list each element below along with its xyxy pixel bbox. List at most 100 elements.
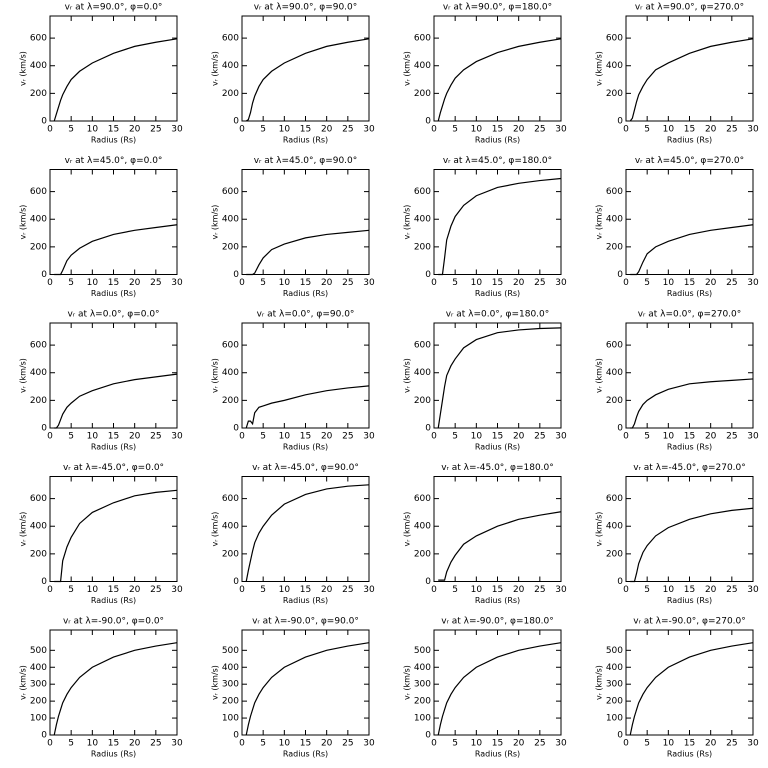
chart-title: vᵣ at λ=-90.0°, φ=180.0° <box>441 617 554 627</box>
x-tick-label: 0 <box>47 432 53 442</box>
y-tick-label: 600 <box>222 34 239 44</box>
data-line <box>630 224 754 276</box>
x-tick-label: 0 <box>623 739 629 749</box>
x-tick-label: 0 <box>47 278 53 288</box>
y-tick-label: 0 <box>617 270 623 280</box>
x-tick-label: 15 <box>300 585 311 595</box>
x-tick-label: 5 <box>452 278 458 288</box>
x-tick-label: 25 <box>726 432 737 442</box>
x-tick-label: 30 <box>555 432 567 442</box>
x-tick-label: 0 <box>623 432 629 442</box>
x-tick-label: 10 <box>87 739 99 749</box>
x-tick-label: 25 <box>534 585 545 595</box>
data-line <box>437 327 562 429</box>
y-axis-label: vᵣ (km/s) <box>19 358 28 393</box>
y-tick-label: 0 <box>41 424 47 434</box>
y-tick-label: 100 <box>30 714 47 724</box>
chart-title: vᵣ at λ=45.0°, φ=90.0° <box>254 156 358 166</box>
y-tick-label: 400 <box>414 215 431 225</box>
y-tick-label: 200 <box>414 396 431 406</box>
x-tick-label: 30 <box>747 278 759 288</box>
x-tick-label: 30 <box>363 585 375 595</box>
y-axis-label: vᵣ (km/s) <box>595 51 604 86</box>
x-tick-label: 25 <box>534 739 545 749</box>
y-tick-label: 600 <box>414 34 431 44</box>
chart-title: vᵣ at λ=-45.0°, φ=270.0° <box>633 463 746 473</box>
x-axis-label: Radius (Rs) <box>667 750 712 759</box>
x-tick-label: 25 <box>150 278 161 288</box>
x-axis-label: Radius (Rs) <box>283 750 328 759</box>
x-tick-label: 10 <box>471 125 483 135</box>
x-axis-label: Radius (Rs) <box>91 443 136 452</box>
x-tick-label: 30 <box>171 125 183 135</box>
chart-title: vᵣ at λ=-90.0°, φ=270.0° <box>633 617 746 627</box>
data-line <box>630 378 754 429</box>
x-tick-label: 10 <box>663 278 675 288</box>
y-axis-label: vᵣ (km/s) <box>19 665 28 700</box>
y-tick-label: 400 <box>606 663 623 673</box>
x-tick-label: 30 <box>747 432 759 442</box>
y-tick-label: 0 <box>233 270 239 280</box>
y-tick-label: 300 <box>414 680 431 690</box>
y-tick-label: 400 <box>414 368 431 378</box>
x-tick-label: 25 <box>726 739 737 749</box>
plot-frame <box>49 322 178 429</box>
y-tick-label: 300 <box>222 680 239 690</box>
y-tick-label: 200 <box>222 89 239 99</box>
x-tick-label: 10 <box>279 739 291 749</box>
y-tick-label: 600 <box>222 341 239 351</box>
y-axis-label: vᵣ (km/s) <box>403 665 412 700</box>
y-axis-label: vᵣ (km/s) <box>19 512 28 547</box>
x-tick-label: 30 <box>171 739 183 749</box>
y-tick-label: 400 <box>30 215 47 225</box>
y-axis-label: vᵣ (km/s) <box>211 205 220 240</box>
x-axis-label: Radius (Rs) <box>667 289 712 298</box>
x-tick-label: 20 <box>129 739 141 749</box>
chart-title: vᵣ at λ=-45.0°, φ=0.0° <box>63 463 164 473</box>
x-axis-label: Radius (Rs) <box>91 289 136 298</box>
x-tick-label: 25 <box>342 432 353 442</box>
x-axis-label: Radius (Rs) <box>91 596 136 605</box>
plot-frame <box>241 15 370 122</box>
x-tick-label: 15 <box>684 739 695 749</box>
x-tick-label: 30 <box>555 739 567 749</box>
y-tick-label: 200 <box>414 697 431 707</box>
y-tick-label: 200 <box>606 396 623 406</box>
y-tick-label: 200 <box>222 549 239 559</box>
y-tick-label: 0 <box>233 577 239 587</box>
x-tick-label: 25 <box>150 125 161 135</box>
x-axis-label: Radius (Rs) <box>667 443 712 452</box>
y-tick-label: 400 <box>222 522 239 532</box>
x-axis-label: Radius (Rs) <box>283 136 328 145</box>
y-tick-label: 600 <box>414 341 431 351</box>
x-tick-label: 30 <box>363 432 375 442</box>
y-tick-label: 500 <box>414 646 431 656</box>
y-tick-label: 400 <box>30 368 47 378</box>
x-tick-label: 15 <box>684 125 695 135</box>
x-tick-label: 0 <box>431 432 437 442</box>
x-tick-label: 15 <box>300 125 311 135</box>
x-tick-label: 20 <box>513 432 525 442</box>
x-axis-label: Radius (Rs) <box>475 443 520 452</box>
x-tick-label: 30 <box>747 739 759 749</box>
chart-title: vᵣ at λ=-90.0°, φ=90.0° <box>252 617 359 627</box>
x-tick-label: 15 <box>108 278 119 288</box>
y-tick-label: 400 <box>606 215 623 225</box>
chart-title: vᵣ at λ=-45.0°, φ=90.0° <box>252 463 359 473</box>
x-tick-label: 0 <box>239 585 245 595</box>
data-line <box>54 224 178 276</box>
x-tick-label: 0 <box>431 278 437 288</box>
x-tick-label: 0 <box>623 585 629 595</box>
x-tick-label: 5 <box>68 278 74 288</box>
y-tick-label: 300 <box>606 680 623 690</box>
data-line <box>54 373 178 429</box>
x-tick-label: 20 <box>129 125 141 135</box>
x-tick-label: 15 <box>684 432 695 442</box>
x-tick-label: 25 <box>150 585 161 595</box>
x-tick-label: 30 <box>747 585 759 595</box>
x-tick-label: 20 <box>321 278 333 288</box>
data-line <box>54 489 178 583</box>
y-tick-label: 400 <box>30 663 47 673</box>
x-tick-label: 25 <box>726 125 737 135</box>
